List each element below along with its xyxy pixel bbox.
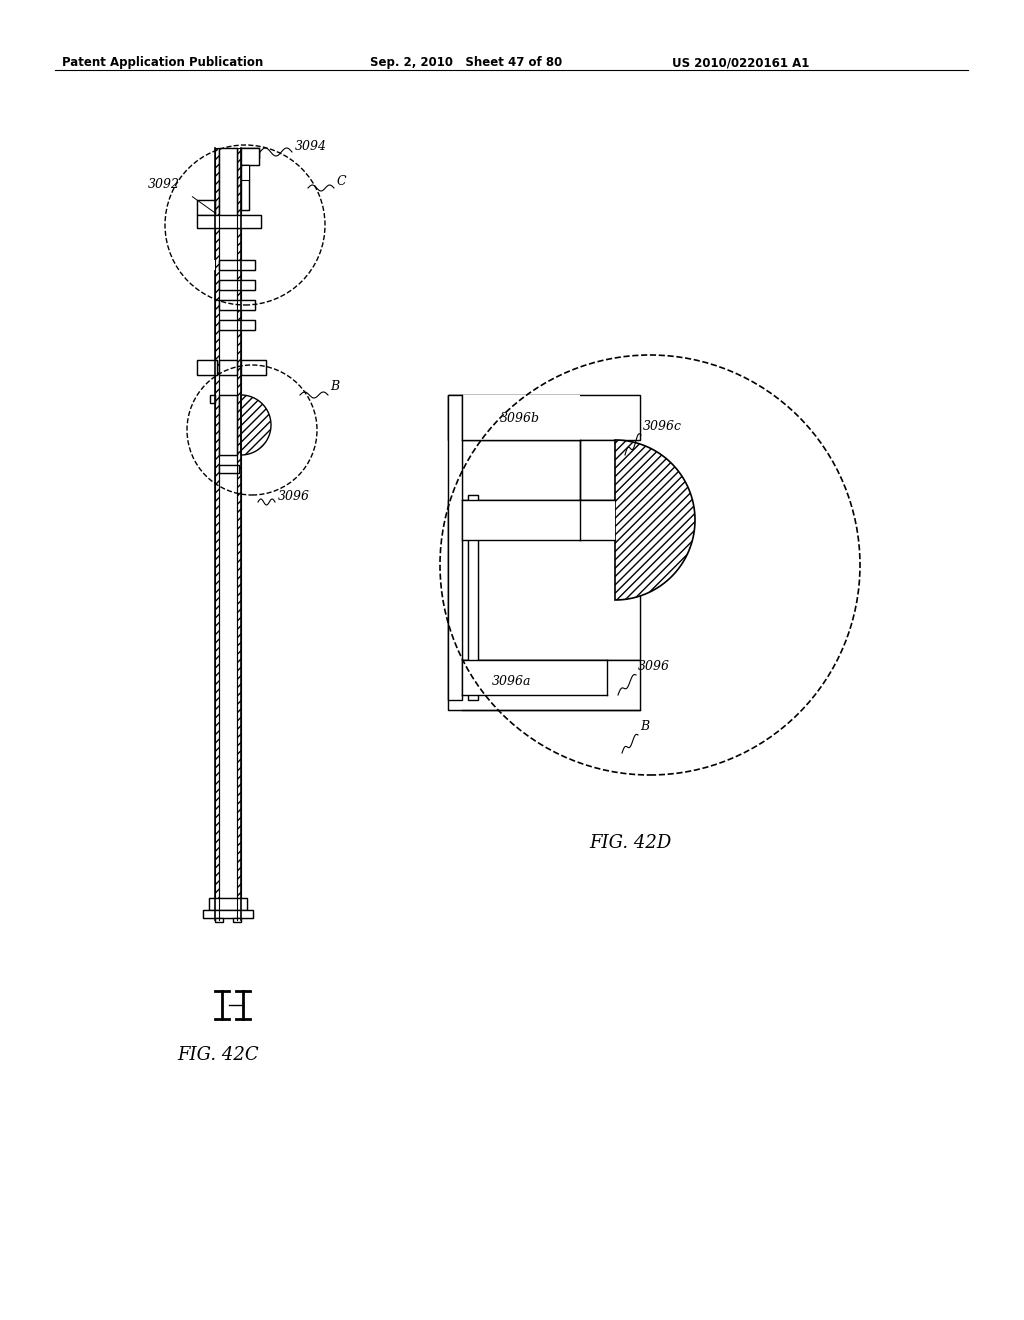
Bar (203, 909, 253, 917)
Text: 3096c: 3096c (643, 420, 682, 433)
Bar (449, 395, 462, 700)
Bar (237, 148, 241, 920)
Bar (209, 898, 247, 909)
Bar (580, 500, 615, 540)
Bar (210, 395, 215, 403)
Text: Sep. 2, 2010   Sheet 47 of 80: Sep. 2, 2010 Sheet 47 of 80 (370, 55, 562, 69)
Bar (462, 500, 580, 540)
Bar (219, 360, 237, 375)
Bar (219, 148, 237, 218)
Bar (219, 148, 237, 218)
Polygon shape (241, 395, 271, 455)
Bar (203, 909, 253, 917)
Bar (219, 300, 255, 310)
Text: B: B (640, 719, 649, 733)
Bar (233, 917, 241, 921)
Text: 3092: 3092 (148, 178, 180, 191)
Bar (219, 360, 237, 375)
Bar (219, 465, 239, 473)
Bar (462, 660, 607, 696)
Text: FIG. 42D: FIG. 42D (589, 834, 671, 851)
Bar (219, 280, 255, 290)
Text: 3096: 3096 (638, 660, 670, 673)
Bar (241, 148, 259, 165)
Bar (241, 360, 266, 375)
Text: Patent Application Publication: Patent Application Publication (62, 55, 263, 69)
Text: C: C (337, 176, 347, 187)
Bar (219, 395, 237, 455)
Bar (462, 395, 580, 440)
Bar (197, 215, 261, 228)
Bar (197, 360, 217, 375)
Bar (241, 360, 266, 375)
Bar (241, 148, 259, 158)
Text: 3096a: 3096a (492, 675, 531, 688)
Bar (243, 165, 249, 180)
Bar (219, 465, 239, 473)
Bar (449, 395, 640, 440)
Bar (241, 165, 249, 210)
Bar (210, 260, 215, 271)
Bar (449, 660, 640, 710)
Text: B: B (330, 380, 339, 393)
Bar (241, 148, 259, 158)
Text: US 2010/0220161 A1: US 2010/0220161 A1 (672, 55, 809, 69)
Bar (197, 215, 261, 228)
Bar (241, 165, 249, 210)
Bar (215, 917, 223, 921)
Bar (219, 319, 255, 330)
Bar (197, 360, 217, 375)
Bar (449, 660, 640, 710)
Bar (468, 495, 478, 700)
Text: FIG. 42C: FIG. 42C (177, 1045, 259, 1064)
Bar (209, 898, 247, 909)
Text: 3094: 3094 (295, 140, 327, 153)
Bar (241, 148, 259, 165)
Bar (197, 201, 215, 215)
Bar (210, 395, 215, 403)
Bar (219, 260, 255, 271)
Bar (219, 300, 255, 310)
Bar (219, 260, 255, 271)
Bar (449, 395, 462, 700)
Bar (580, 440, 615, 500)
Bar (219, 280, 255, 290)
Bar (449, 395, 640, 440)
Bar (215, 148, 219, 920)
Bar (219, 395, 237, 455)
Text: 3096b: 3096b (500, 412, 540, 425)
Bar (219, 319, 255, 330)
Text: 3096: 3096 (278, 490, 310, 503)
Bar (449, 500, 640, 660)
Bar (468, 495, 478, 700)
Bar (449, 500, 640, 660)
Bar (580, 440, 615, 500)
Polygon shape (615, 440, 695, 601)
Bar (197, 201, 215, 215)
